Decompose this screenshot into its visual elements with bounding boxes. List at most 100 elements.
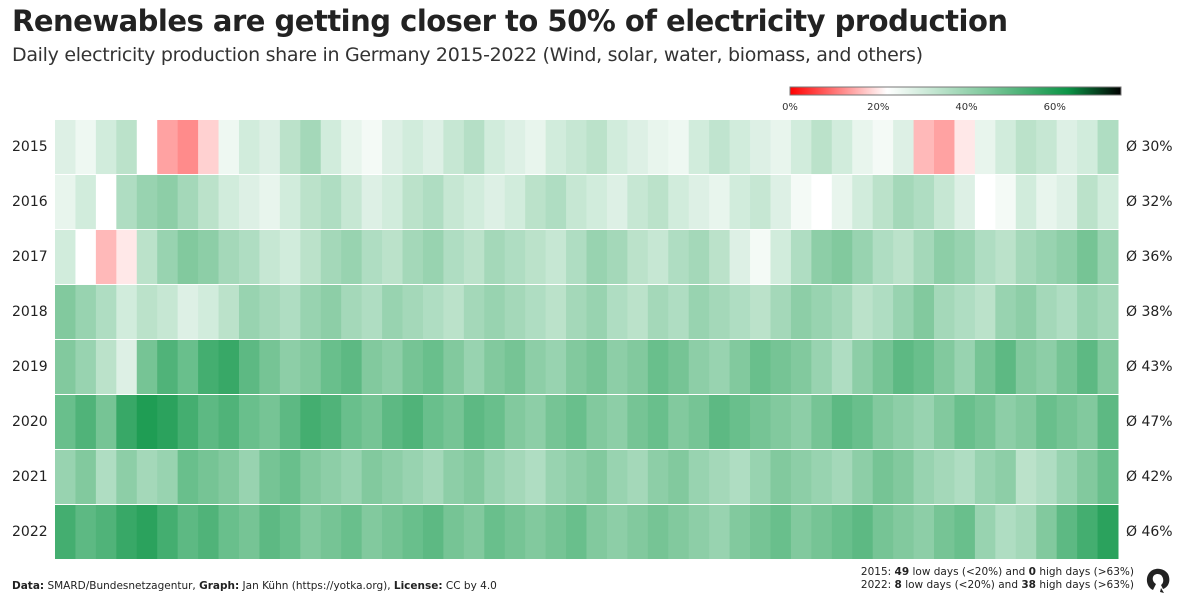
- heatmap-cell: [320, 175, 342, 229]
- heatmap-cell: [382, 450, 404, 504]
- heatmap-cell: [974, 450, 996, 504]
- heatmap-cell: [893, 340, 915, 394]
- heatmap-cell: [238, 505, 260, 559]
- heatmap-cell: [668, 285, 690, 339]
- row-label-2020: 2020: [12, 414, 48, 430]
- heatmap-cell: [95, 285, 117, 339]
- heatmap-row-2017: [55, 230, 1119, 284]
- stats-line-2022: 2022: 8 low days (<20%) and 38 high days…: [861, 579, 1134, 592]
- heatmap-cell: [545, 230, 567, 284]
- heatmap-cell: [831, 450, 853, 504]
- heatmap-cell: [157, 285, 179, 339]
- heatmap-cell: [1097, 450, 1119, 504]
- heatmap-cell: [995, 340, 1017, 394]
- heatmap-cell: [566, 340, 587, 394]
- heatmap-cell: [995, 120, 1017, 174]
- heatmap-cell: [157, 340, 179, 394]
- heatmap-cell: [177, 230, 199, 284]
- heatmap-cell: [157, 395, 179, 449]
- heatmap-cell: [157, 120, 179, 174]
- heatmap-cell: [525, 340, 547, 394]
- heatmap-cell: [341, 285, 363, 339]
- heatmap-cell: [954, 120, 976, 174]
- heatmap-cell: [668, 230, 690, 284]
- heatmap-cell: [75, 175, 97, 229]
- heatmap-cell: [750, 120, 771, 174]
- heatmap-cell: [95, 230, 117, 284]
- heatmap-cell: [525, 175, 547, 229]
- row-average-2015: Ø 30%: [1126, 139, 1173, 155]
- heatmap-cell: [361, 230, 383, 284]
- heatmap-cell: [504, 340, 526, 394]
- row-average-2022: Ø 46%: [1126, 524, 1173, 540]
- stats-low-text: low days (<20%) and: [912, 566, 1026, 578]
- heatmap-cell: [586, 230, 608, 284]
- heatmap-cell: [566, 120, 587, 174]
- heatmap-cell: [606, 395, 628, 449]
- legend-tick-label: 60%: [1044, 102, 1066, 113]
- heatmap-cell: [402, 175, 424, 229]
- heatmap-cell: [136, 340, 158, 394]
- heatmap-cell: [831, 285, 853, 339]
- heatmap-cell: [1077, 120, 1099, 174]
- heatmap-cell: [627, 505, 649, 559]
- heatmap-cell: [1036, 120, 1058, 174]
- heatmap-cell: [177, 450, 199, 504]
- heatmap-cell: [95, 450, 117, 504]
- heatmap-cell: [341, 505, 363, 559]
- heatmap-cell: [811, 505, 833, 559]
- heatmap-cell: [954, 395, 976, 449]
- heatmap-row-2016: [55, 175, 1119, 229]
- heatmap-cell: [913, 340, 935, 394]
- heatmap-cell: [95, 120, 117, 174]
- heatmap-cell: [606, 285, 628, 339]
- heatmap-cell: [238, 395, 260, 449]
- heatmap-cell: [872, 395, 894, 449]
- heatmap-cell: [729, 395, 751, 449]
- heatmap-cell: [913, 505, 935, 559]
- row-average-2021: Ø 42%: [1126, 469, 1173, 485]
- heatmap-cell: [790, 340, 812, 394]
- heatmap-cell: [157, 505, 179, 559]
- heatmap-cell: [1056, 230, 1078, 284]
- row-average-2020: Ø 47%: [1126, 414, 1173, 430]
- heatmap-cell: [750, 230, 771, 284]
- heatmap-cell: [729, 505, 751, 559]
- heatmap-cell: [913, 175, 935, 229]
- heatmap-cell: [934, 230, 955, 284]
- heatmap-cell: [627, 285, 649, 339]
- row-average-2019: Ø 43%: [1126, 359, 1173, 375]
- heatmap-cell: [790, 505, 812, 559]
- data-source: SMARD/Bundesnetzagentur,: [47, 580, 196, 592]
- row-label-2022: 2022: [12, 524, 48, 540]
- heatmap-cell: [484, 450, 506, 504]
- heatmap-cell: [750, 175, 771, 229]
- heatmap-cell: [1015, 120, 1037, 174]
- heatmap-cell: [463, 285, 485, 339]
- heatmap-cell: [136, 285, 158, 339]
- heatmap-cell: [566, 395, 587, 449]
- heatmap-cell: [259, 505, 281, 559]
- heatmap-cell: [647, 285, 669, 339]
- heatmap-cell: [688, 285, 710, 339]
- heatmap-cell: [586, 395, 608, 449]
- heatmap-cell: [872, 120, 894, 174]
- heatmap-cell: [913, 120, 935, 174]
- chart-subtitle: Daily electricity production share in Ge…: [12, 44, 923, 66]
- heatmap-cell: [95, 395, 117, 449]
- row-label-2016: 2016: [12, 194, 48, 210]
- heatmap-cell: [55, 120, 76, 174]
- heatmap-cell: [770, 120, 792, 174]
- heatmap-cell: [606, 450, 628, 504]
- legend-tick-label: 0%: [782, 102, 798, 113]
- heatmap-cell: [750, 450, 771, 504]
- heatmap-cell: [729, 285, 751, 339]
- heatmap-cell: [198, 505, 220, 559]
- heatmap-cell: [954, 175, 976, 229]
- heatmap-cell: [893, 175, 915, 229]
- heatmap-cell: [1036, 395, 1058, 449]
- heatmap-cell: [75, 505, 97, 559]
- heatmap-cell: [116, 285, 138, 339]
- heatmap-cell: [484, 175, 506, 229]
- heatmap-cell: [647, 395, 669, 449]
